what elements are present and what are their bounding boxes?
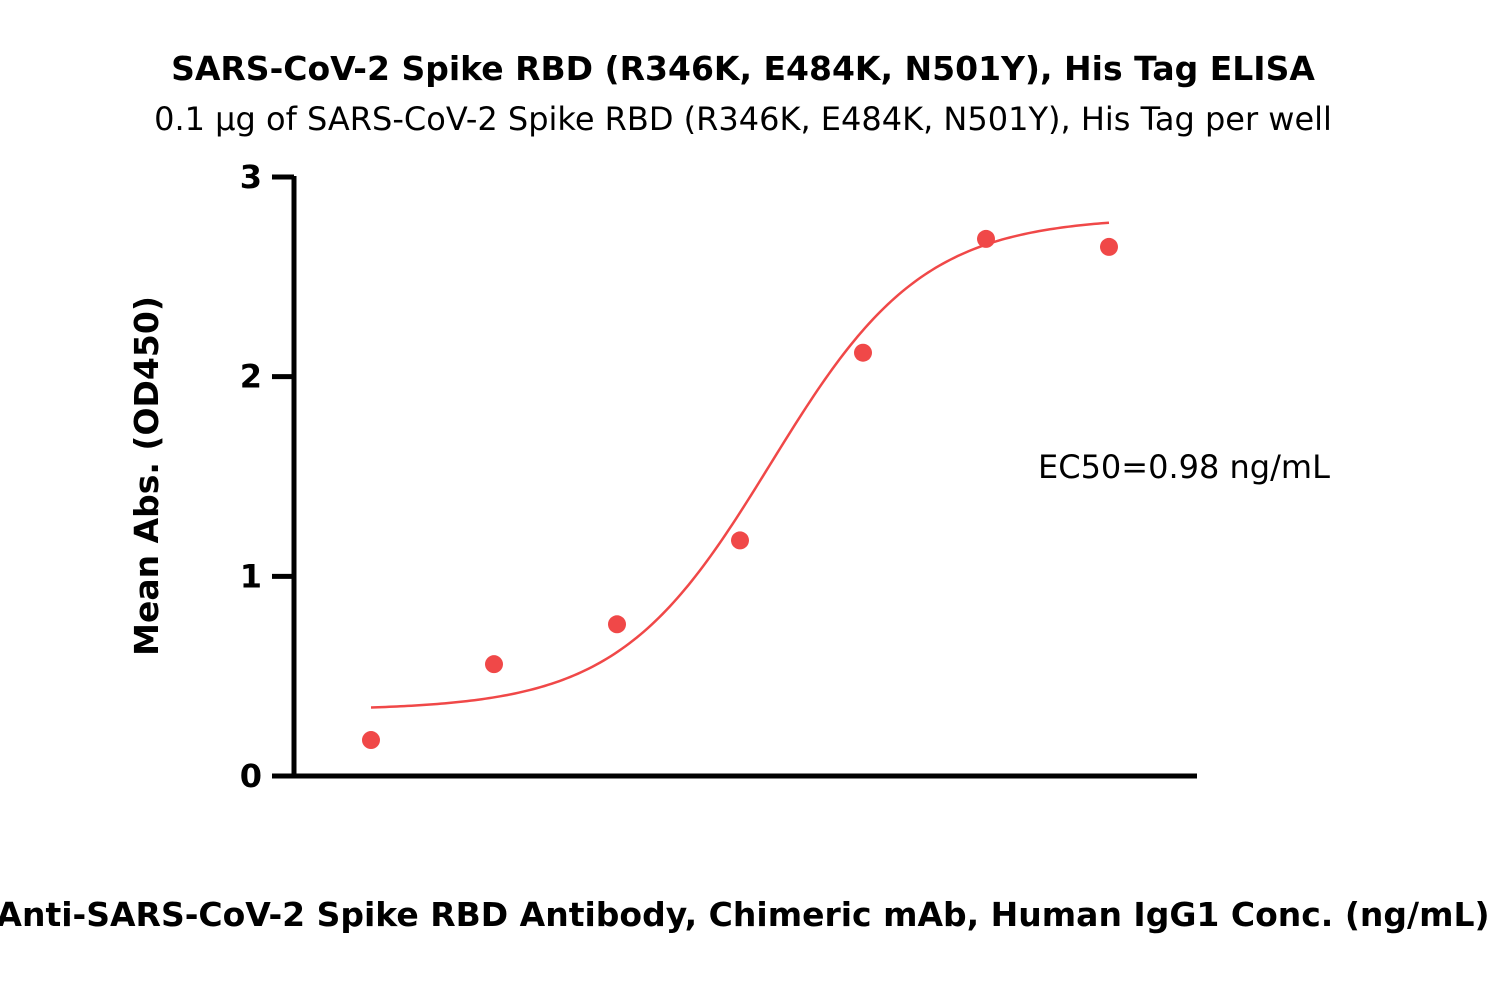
data-point	[1100, 237, 1118, 256]
y-tick-label: 2	[240, 358, 262, 396]
chart-title: SARS-CoV-2 Spike RBD (R346K, E484K, N501…	[171, 49, 1315, 88]
x-axis-label: Anti-SARS-CoV-2 Spike RBD Antibody, Chim…	[0, 895, 1490, 934]
data-point	[731, 531, 749, 550]
data-point	[854, 343, 872, 362]
data-points	[362, 229, 1118, 750]
y-tick-label: 0	[240, 757, 262, 795]
chart-subtitle: 0.1 µg of SARS-CoV-2 Spike RBD (R346K, E…	[154, 100, 1332, 138]
fit-curve	[370, 221, 1110, 709]
data-point	[608, 615, 626, 634]
y-ticks: 0 1 2 3	[240, 158, 294, 795]
ec50-annotation: EC50=0.98 ng/mL	[1038, 448, 1330, 486]
data-point	[977, 229, 995, 248]
y-tick-label: 3	[240, 158, 262, 196]
data-point	[485, 655, 503, 674]
y-axis-label: Mean Abs. (OD450)	[127, 296, 166, 656]
axes: 0 1 2 3	[240, 158, 1197, 795]
data-point	[362, 731, 380, 750]
y-tick-label: 1	[240, 557, 262, 595]
